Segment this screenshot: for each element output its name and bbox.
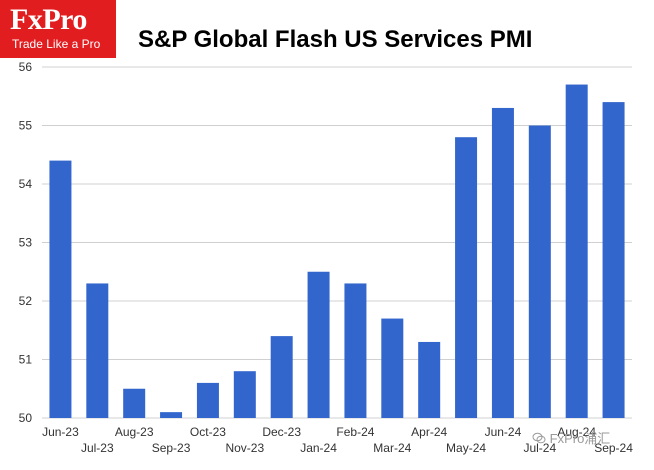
x-tick-label: Mar-24 — [373, 441, 411, 455]
y-tick-label: 55 — [19, 119, 33, 133]
logo-brand: FxPro — [10, 3, 87, 36]
x-tick-label: Jun-24 — [485, 425, 522, 439]
logo-tagline: Trade Like a Pro — [12, 37, 101, 51]
x-tick-label: Oct-23 — [190, 425, 226, 439]
y-tick-label: 51 — [19, 353, 33, 367]
watermark: FxPro浦汇 — [532, 428, 610, 447]
x-tick-label: Nov-23 — [225, 441, 264, 455]
bar — [528, 125, 551, 418]
bar — [418, 341, 441, 418]
bar — [86, 283, 109, 418]
x-tick-label: Aug-24 — [557, 425, 596, 439]
bar — [233, 371, 256, 418]
x-tick-label: Feb-24 — [336, 425, 374, 439]
x-tick-label: Jun-23 — [42, 425, 79, 439]
wechat-icon — [532, 432, 546, 444]
x-tick-label: Aug-23 — [115, 425, 154, 439]
y-tick-label: 56 — [19, 60, 33, 74]
bar — [491, 107, 514, 418]
bar — [123, 388, 146, 418]
x-tick-label: Apr-24 — [411, 425, 447, 439]
y-tick-label: 53 — [19, 236, 33, 250]
x-tick-label: Sep-23 — [152, 441, 191, 455]
bar — [270, 336, 293, 418]
bar — [381, 318, 404, 418]
x-tick-label: Jul-23 — [81, 441, 114, 455]
y-tick-label: 52 — [19, 294, 33, 308]
bar — [344, 283, 367, 418]
y-tick-label: 54 — [19, 177, 33, 191]
fxpro-logo: FxPro Trade Like a Pro — [0, 0, 116, 58]
bar — [160, 412, 183, 418]
x-tick-label: Jul-24 — [523, 441, 556, 455]
x-tick-label: Sep-24 — [594, 441, 633, 455]
x-tick-label: May-24 — [446, 441, 486, 455]
bar — [196, 382, 219, 418]
chart-title: S&P Global Flash US Services PMI — [138, 26, 533, 53]
bar — [602, 102, 625, 418]
bar — [455, 137, 478, 418]
x-tick-label: Jan-24 — [300, 441, 337, 455]
x-tick-label: Dec-23 — [262, 425, 301, 439]
watermark-text: FxPro浦汇 — [549, 431, 611, 446]
bar — [565, 84, 588, 419]
bar — [49, 160, 72, 418]
y-tick-label: 50 — [19, 411, 33, 425]
bar — [307, 271, 330, 418]
